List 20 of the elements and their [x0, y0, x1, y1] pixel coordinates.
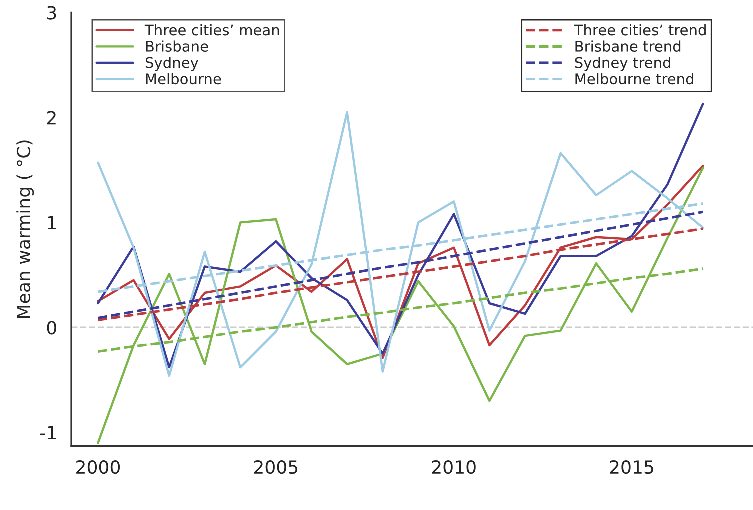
y-axis-title: Mean warming ( °C) [16, 140, 34, 318]
legend-label: Melbourne [146, 73, 222, 85]
legend-label: Three cities’ trend [574, 24, 706, 36]
x-tick-label: 2015 [610, 460, 654, 474]
x-tick-label: 2000 [76, 460, 120, 474]
y-tick-label: 2 [47, 111, 56, 125]
x-tick-label: 2005 [254, 460, 298, 474]
y-tick-label: 0 [47, 321, 56, 335]
line-series [97, 164, 704, 360]
y-tick-label: -1 [40, 426, 56, 440]
line-series [97, 166, 704, 444]
legend-label: Sydney trend [575, 57, 670, 72]
legend-label: Brisbane [146, 40, 208, 52]
x-tick-label: 2010 [432, 460, 476, 474]
legend-label: Three cities’ mean [144, 24, 280, 36]
y-tick-label: 3 [48, 6, 56, 20]
legend-label: Brisbane trend [576, 40, 681, 52]
legend-label: Melbourne trend [576, 73, 694, 85]
y-tick-label: 1 [48, 216, 56, 230]
legend-label: Sydney [146, 57, 199, 72]
